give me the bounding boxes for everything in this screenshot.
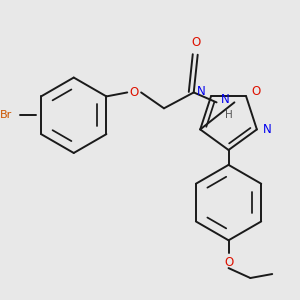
Text: O: O (224, 256, 233, 268)
Text: O: O (130, 86, 139, 99)
Text: N: N (197, 85, 206, 98)
Text: N: N (221, 93, 230, 106)
Text: O: O (191, 36, 200, 49)
Text: N: N (262, 123, 271, 136)
Text: H: H (225, 110, 232, 120)
Text: Br: Br (0, 110, 12, 120)
Text: O: O (251, 85, 261, 98)
